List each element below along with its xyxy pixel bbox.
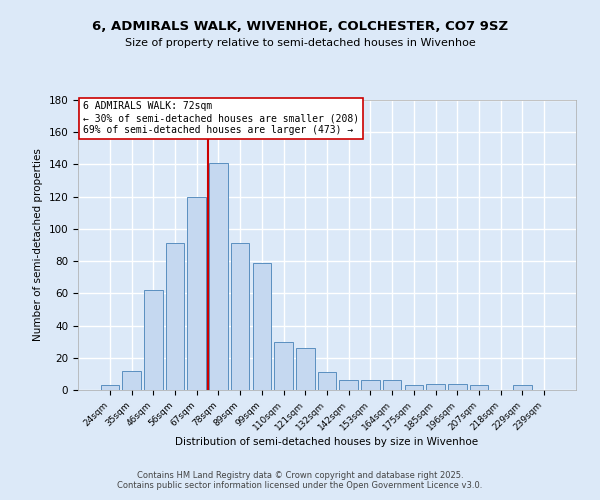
Bar <box>318 372 336 390</box>
Bar <box>122 370 141 390</box>
Text: 6 ADMIRALS WALK: 72sqm
← 30% of semi-detached houses are smaller (208)
69% of se: 6 ADMIRALS WALK: 72sqm ← 30% of semi-det… <box>83 102 359 134</box>
Bar <box>209 163 227 390</box>
Bar <box>340 380 358 390</box>
Bar <box>296 348 314 390</box>
Bar <box>144 290 163 390</box>
Bar <box>448 384 467 390</box>
Bar <box>166 244 184 390</box>
Y-axis label: Number of semi-detached properties: Number of semi-detached properties <box>33 148 43 342</box>
Bar <box>231 244 250 390</box>
Bar <box>187 196 206 390</box>
Bar <box>383 380 401 390</box>
Text: Contains HM Land Registry data © Crown copyright and database right 2025.
Contai: Contains HM Land Registry data © Crown c… <box>118 470 482 490</box>
Bar <box>427 384 445 390</box>
Bar <box>404 385 423 390</box>
Bar <box>274 342 293 390</box>
Text: Size of property relative to semi-detached houses in Wivenhoe: Size of property relative to semi-detach… <box>125 38 475 48</box>
Bar <box>101 385 119 390</box>
Text: 6, ADMIRALS WALK, WIVENHOE, COLCHESTER, CO7 9SZ: 6, ADMIRALS WALK, WIVENHOE, COLCHESTER, … <box>92 20 508 33</box>
Bar <box>253 262 271 390</box>
X-axis label: Distribution of semi-detached houses by size in Wivenhoe: Distribution of semi-detached houses by … <box>175 438 479 448</box>
Bar <box>470 385 488 390</box>
Bar <box>513 385 532 390</box>
Bar <box>361 380 380 390</box>
